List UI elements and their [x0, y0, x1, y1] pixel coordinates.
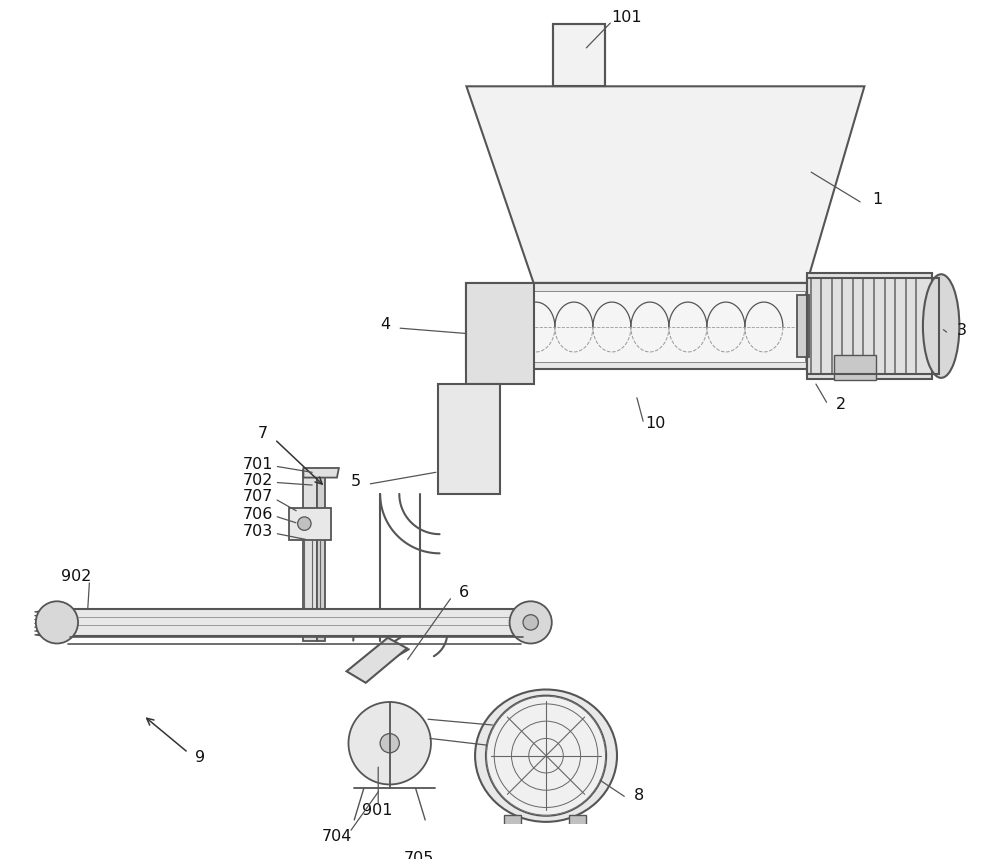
- Bar: [438, 384, 500, 494]
- Circle shape: [486, 695, 606, 816]
- Polygon shape: [553, 24, 605, 86]
- Text: 101: 101: [611, 9, 642, 25]
- Bar: [807, 278, 939, 374]
- Bar: [289, 509, 331, 540]
- Text: 902: 902: [61, 569, 91, 584]
- Ellipse shape: [475, 690, 617, 822]
- Text: 3: 3: [957, 323, 967, 338]
- Bar: [466, 283, 812, 369]
- Bar: [797, 295, 809, 356]
- Bar: [47, 609, 540, 636]
- Ellipse shape: [923, 274, 959, 378]
- Text: 701: 701: [243, 457, 274, 472]
- Text: 8: 8: [634, 789, 644, 803]
- Circle shape: [510, 601, 552, 643]
- Text: 4: 4: [380, 317, 390, 332]
- Text: 10: 10: [645, 417, 666, 431]
- Polygon shape: [303, 468, 339, 478]
- Text: 705: 705: [403, 850, 434, 859]
- Text: 901: 901: [362, 803, 392, 818]
- Bar: [834, 355, 876, 380]
- Text: 702: 702: [243, 473, 274, 488]
- Text: 6: 6: [458, 585, 469, 600]
- Text: 2: 2: [835, 397, 846, 412]
- Circle shape: [36, 601, 78, 643]
- Bar: [303, 470, 317, 641]
- Polygon shape: [466, 86, 864, 283]
- Circle shape: [380, 734, 399, 752]
- Text: 7: 7: [258, 426, 268, 441]
- Text: 5: 5: [351, 474, 361, 489]
- Polygon shape: [347, 637, 407, 683]
- Bar: [473, 290, 805, 362]
- Polygon shape: [466, 283, 534, 384]
- Circle shape: [523, 615, 538, 630]
- Bar: [504, 815, 521, 826]
- Text: 706: 706: [243, 507, 274, 521]
- Bar: [807, 273, 932, 379]
- Circle shape: [348, 702, 431, 784]
- Text: 1: 1: [872, 192, 882, 207]
- Text: 704: 704: [322, 829, 352, 844]
- Text: 9: 9: [195, 750, 205, 765]
- Text: 703: 703: [243, 524, 273, 539]
- Text: 707: 707: [243, 490, 274, 504]
- Circle shape: [298, 517, 311, 530]
- Bar: [317, 470, 325, 641]
- Bar: [569, 815, 586, 826]
